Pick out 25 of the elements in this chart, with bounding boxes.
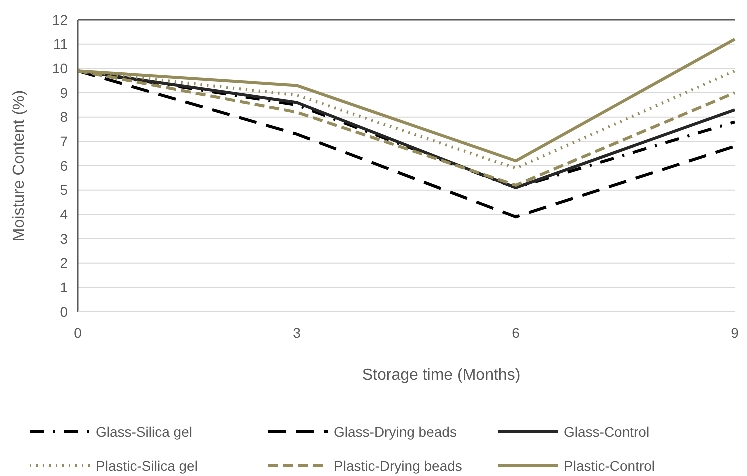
legend-label: Glass-Drying beads — [334, 424, 457, 440]
legend-label: Plastic-Silica gel — [96, 458, 198, 474]
y-tick-label: 4 — [60, 206, 68, 223]
x-tick-label: 9 — [731, 325, 740, 341]
y-tick-label: 8 — [60, 109, 68, 126]
y-tick-label: 11 — [53, 36, 68, 52]
x-axis-title: Storage time (Months) — [362, 367, 521, 384]
y-axis-title: Moisture Content (%) — [11, 90, 28, 242]
legend-label: Plastic-Drying beads — [334, 458, 462, 474]
legend-label: Glass-Silica gel — [96, 424, 192, 440]
x-tick-label: 6 — [512, 325, 520, 341]
y-tick-label: 10 — [52, 60, 68, 77]
y-tick-label: 9 — [60, 84, 68, 101]
y-tick-label: 2 — [60, 255, 68, 272]
y-tick-label: 0 — [60, 304, 68, 320]
y-tick-label: 3 — [60, 230, 68, 247]
legend-label: Glass-Control — [564, 424, 650, 440]
legend-label: Plastic-Control — [564, 458, 656, 474]
y-tick-label: 6 — [60, 158, 68, 174]
y-tick-label: 12 — [52, 12, 68, 28]
y-tick-label: 5 — [60, 182, 68, 198]
y-tick-label: 7 — [60, 134, 68, 150]
y-tick-label: 1 — [60, 280, 68, 296]
x-tick-label: 0 — [74, 325, 82, 341]
x-tick-label: 3 — [293, 325, 302, 341]
